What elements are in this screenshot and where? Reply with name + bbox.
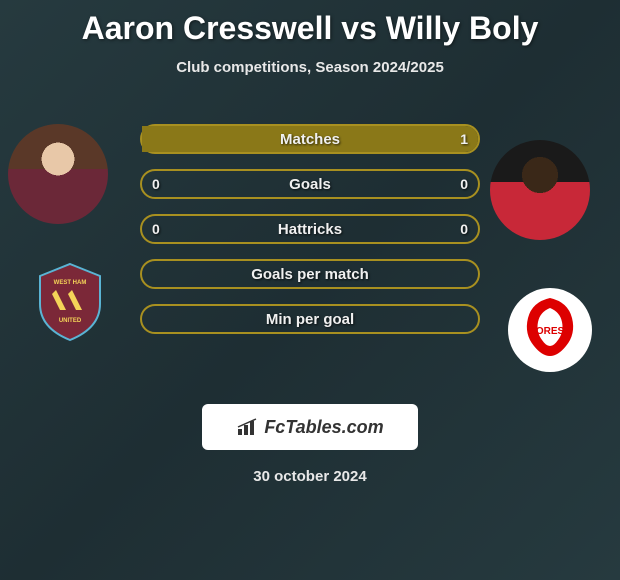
- stat-bars: Matches 1 0 Goals 0 0 Hattricks 0 Goals per matc…: [140, 124, 480, 349]
- player-left-avatar: [8, 124, 108, 224]
- svg-text:UNITED: UNITED: [59, 318, 82, 324]
- stat-label: Hattricks: [278, 221, 342, 238]
- stat-right-value: 0: [460, 221, 468, 237]
- stat-right-value: 1: [460, 131, 468, 147]
- stat-bar-4: Min per goal: [140, 304, 480, 334]
- stat-bar-0: Matches 1: [140, 124, 480, 154]
- stat-label: Matches: [280, 131, 340, 148]
- club-right-badge: FOREST: [508, 288, 592, 372]
- comparison-subtitle: Club competitions, Season 2024/2025: [0, 59, 620, 76]
- stat-bar-3: Goals per match: [140, 259, 480, 289]
- fctables-logo: FcTables.com: [202, 404, 418, 450]
- stat-label: Goals per match: [251, 266, 369, 283]
- player-right-avatar: [490, 140, 590, 240]
- stat-left-value: 0: [152, 221, 160, 237]
- player-left-silhouette: [8, 124, 108, 224]
- player-right-silhouette: [490, 140, 590, 240]
- comparison-date: 30 october 2024: [0, 468, 620, 485]
- stat-bar-2: 0 Hattricks 0: [140, 214, 480, 244]
- comparison-title: Aaron Cresswell vs Willy Boly: [0, 0, 620, 47]
- stat-right-value: 0: [460, 176, 468, 192]
- stat-left-value: 0: [152, 176, 160, 192]
- club-left-badge: WEST HAM UNITED: [28, 260, 112, 344]
- svg-text:FOREST: FOREST: [530, 326, 571, 337]
- stat-label: Min per goal: [266, 311, 354, 328]
- comparison-content: WEST HAM UNITED FOREST Matches 1 0 Goals 0 0 H…: [0, 106, 620, 386]
- stat-bar-1: 0 Goals 0: [140, 169, 480, 199]
- logo-text: FcTables.com: [264, 417, 383, 438]
- stat-label: Goals: [289, 176, 331, 193]
- svg-text:WEST HAM: WEST HAM: [54, 280, 87, 286]
